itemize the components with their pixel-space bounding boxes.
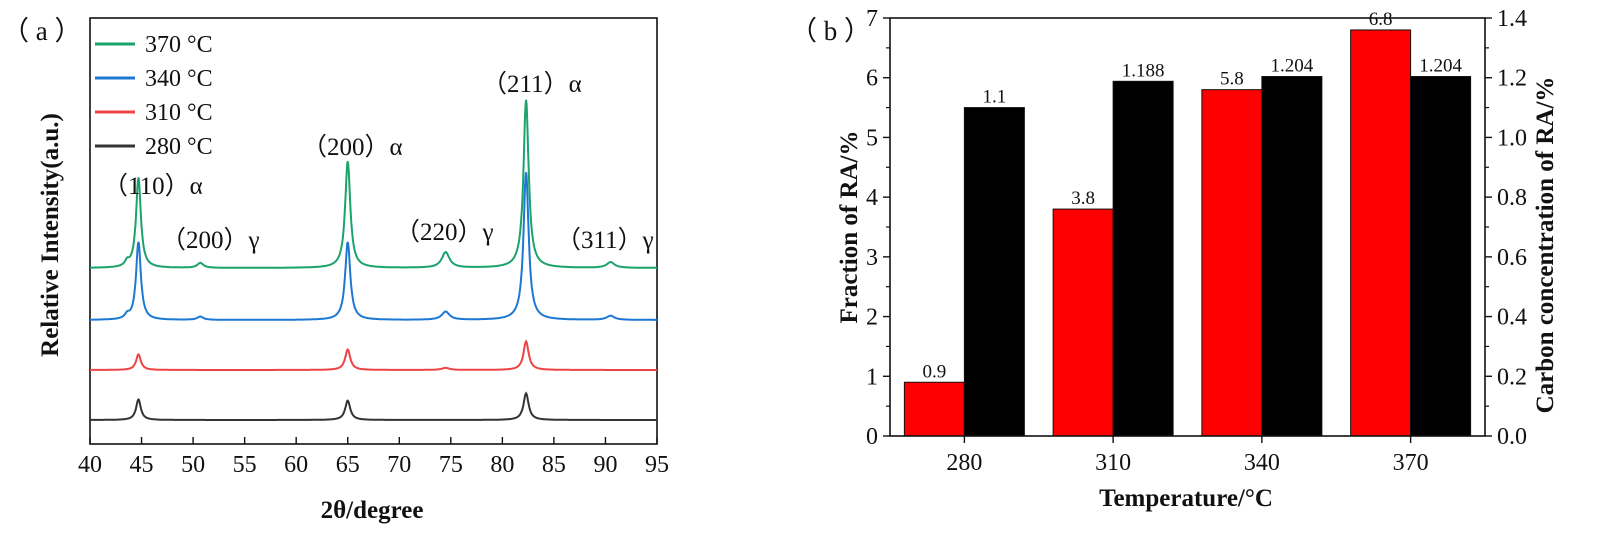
panel-a-y-axis-title: Relative Intensity(a.u.) <box>37 113 64 357</box>
peak-label-311-gamma: （311）γ <box>556 226 654 254</box>
legend-item-280: 280 °C <box>95 134 213 160</box>
panel-b-x-ticks: 280 310 340 370 <box>946 436 1429 476</box>
left-y-tick-label-5: 5 <box>866 125 878 151</box>
series-line-280 <box>90 391 657 421</box>
x-tick-label-280: 280 <box>946 450 982 476</box>
bar-fraction-ra-340 <box>1201 89 1263 437</box>
panel-a-plot-frame <box>89 17 658 445</box>
x-tick-label-40: 40 <box>78 452 102 478</box>
bar-label-carbon-ra-340: 1.204 <box>1271 56 1314 77</box>
bar-label-fraction-ra-280: 0.9 <box>923 361 947 382</box>
x-tick-label-95: 95 <box>645 452 669 478</box>
peak-label-211-alpha: （211）α <box>482 70 582 98</box>
bar-carbon-ra-370 <box>1410 76 1472 437</box>
right-y-tick-label-0.0: 0.0 <box>1497 424 1527 450</box>
bar-fraction-ra-310 <box>1052 208 1114 437</box>
x-tick-label-310: 310 <box>1095 450 1131 476</box>
panel-a-label: （ a ） <box>2 16 81 46</box>
bar-carbon-ra-310 <box>1112 80 1174 437</box>
right-y-tick-label-1.0: 1.0 <box>1497 125 1527 151</box>
bar-label-carbon-ra-280: 1.1 <box>983 87 1007 108</box>
legend-label-310: 310 °C <box>145 100 213 126</box>
panel-b-left-y-ticks: 0 1 2 3 4 5 6 7 <box>866 6 890 450</box>
legend-item-310: 310 °C <box>95 100 213 126</box>
panel-a-xrd-chart: （ a ） 40 45 50 55 60 65 70 75 80 85 90 95 370 °C 34… <box>2 16 669 524</box>
series-line-310 <box>90 339 657 371</box>
left-y-tick-label-2: 2 <box>866 305 878 331</box>
panel-b-bars-group: 0.9 1.1 3.8 1.188 5.8 1.204 6.8 1.204 <box>903 9 1472 437</box>
x-tick-label-50: 50 <box>181 452 205 478</box>
series-line-340 <box>90 172 657 321</box>
right-y-tick-label-0.2: 0.2 <box>1497 364 1527 390</box>
peak-label-110-alpha: （110）α <box>103 172 203 200</box>
x-tick-label-65: 65 <box>336 452 360 478</box>
panel-b-right-y-ticks: 0.0 0.2 0.4 0.6 0.8 1.0 1.2 1.4 <box>1485 6 1527 450</box>
x-tick-label-370: 370 <box>1393 450 1429 476</box>
panel-b-x-axis-title: Temperature/°C <box>1099 485 1273 512</box>
left-y-tick-label-0: 0 <box>866 424 878 450</box>
x-tick-label-85: 85 <box>542 452 566 478</box>
right-y-tick-label-0.8: 0.8 <box>1497 185 1527 211</box>
bar-carbon-ra-280 <box>963 107 1025 437</box>
series-line-370 <box>90 99 657 269</box>
bar-label-fraction-ra-310: 3.8 <box>1071 188 1095 209</box>
legend-label-280: 280 °C <box>145 134 213 160</box>
left-y-tick-label-4: 4 <box>866 185 878 211</box>
left-y-tick-label-3: 3 <box>866 245 878 271</box>
left-y-tick-label-1: 1 <box>866 364 878 390</box>
panel-b-right-y-axis-title: Carbon concentration of RA/% <box>1532 77 1559 414</box>
bar-carbon-ra-340 <box>1261 76 1323 437</box>
bar-label-carbon-ra-370: 1.204 <box>1419 56 1462 77</box>
left-y-tick-label-6: 6 <box>866 66 878 92</box>
x-tick-label-60: 60 <box>284 452 308 478</box>
panel-b-bar-chart: （ b ） 0.9 1.1 3.8 1.188 5.8 1.204 6.8 1.204 0 1 2… <box>790 6 1559 512</box>
peak-label-200-gamma: （200）γ <box>161 226 260 254</box>
bar-fraction-ra-370 <box>1350 29 1412 437</box>
x-tick-label-80: 80 <box>490 452 514 478</box>
right-y-tick-label-1.2: 1.2 <box>1497 66 1527 92</box>
legend-label-370: 370 °C <box>145 32 213 58</box>
x-tick-label-55: 55 <box>233 452 257 478</box>
legend-item-370: 370 °C <box>95 32 213 58</box>
right-y-tick-label-0.6: 0.6 <box>1497 245 1527 271</box>
peak-label-220-gamma: （220）γ <box>395 218 494 246</box>
right-y-tick-label-1.4: 1.4 <box>1497 6 1527 32</box>
peak-label-200-alpha: （200）α <box>302 133 403 161</box>
panel-b-label: （ b ） <box>790 16 871 46</box>
x-tick-label-70: 70 <box>387 452 411 478</box>
legend-item-340: 340 °C <box>95 66 213 92</box>
panel-a-series-group <box>90 99 657 421</box>
panel-a-x-ticks: 40 45 50 55 60 65 70 75 80 85 90 95 <box>78 437 669 478</box>
panel-b-left-y-axis-title: Fraction of RA/% <box>836 130 863 323</box>
bar-fraction-ra-280 <box>903 381 965 437</box>
left-y-tick-label-7: 7 <box>866 6 878 32</box>
bar-label-fraction-ra-340: 5.8 <box>1220 69 1244 90</box>
x-tick-label-340: 340 <box>1244 450 1280 476</box>
legend-label-340: 340 °C <box>145 66 213 92</box>
bar-label-carbon-ra-310: 1.188 <box>1122 60 1165 81</box>
x-tick-label-90: 90 <box>593 452 617 478</box>
bar-label-fraction-ra-370: 6.8 <box>1369 9 1393 30</box>
panel-a-x-axis-title: 2θ/degree <box>321 497 424 524</box>
x-tick-label-45: 45 <box>130 452 154 478</box>
panel-a-legend: 370 °C 340 °C 310 °C 280 °C <box>95 32 213 160</box>
x-tick-label-75: 75 <box>439 452 463 478</box>
right-y-tick-label-0.4: 0.4 <box>1497 305 1527 331</box>
